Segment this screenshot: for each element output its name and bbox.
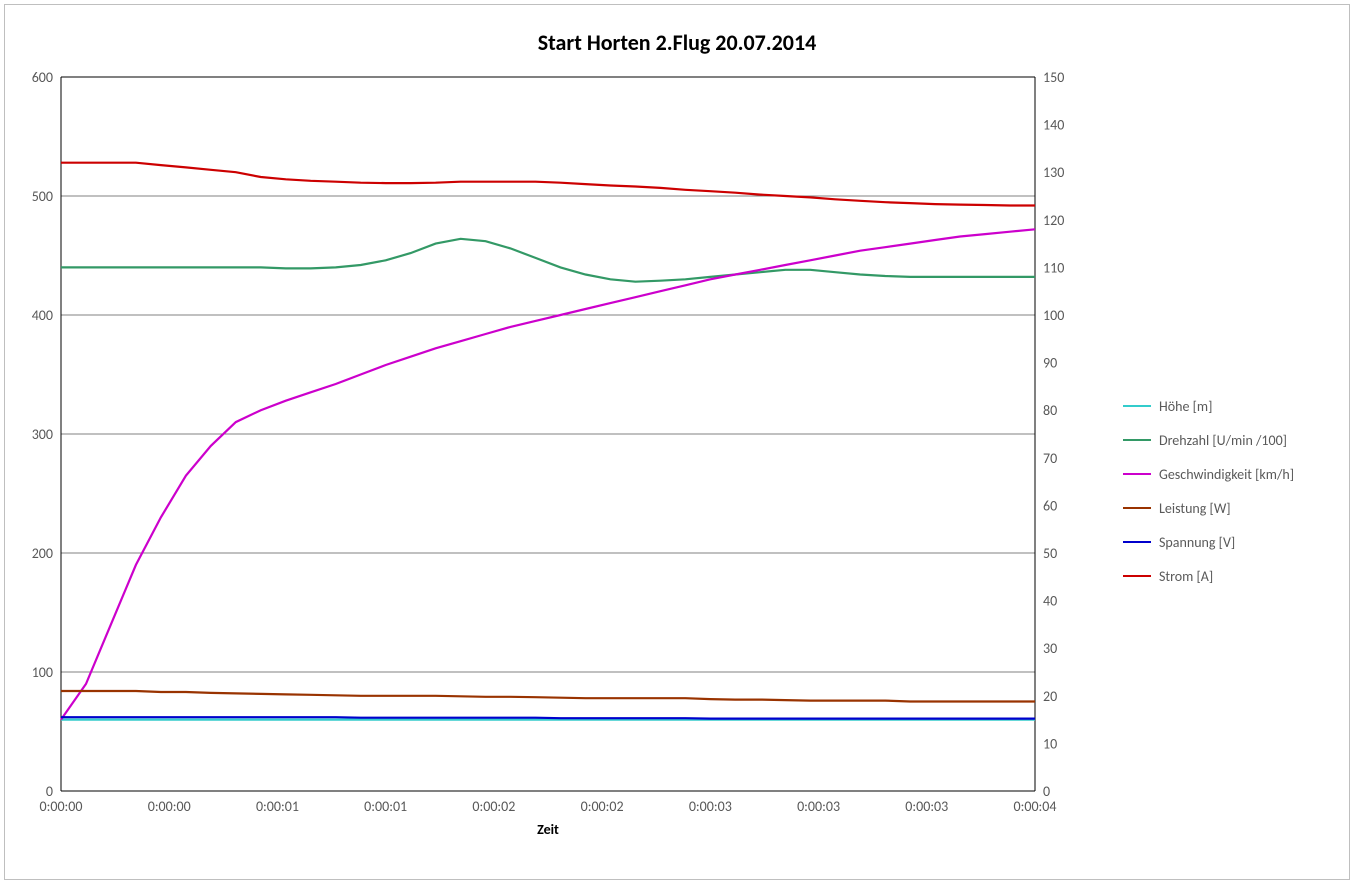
series-line [61, 163, 1035, 206]
svg-text:50: 50 [1043, 545, 1057, 562]
svg-text:0:00:02: 0:00:02 [472, 798, 515, 815]
svg-text:100: 100 [32, 664, 53, 681]
svg-text:90: 90 [1043, 355, 1057, 372]
svg-text:300: 300 [32, 426, 53, 443]
legend-item: Spannung [V] [1123, 525, 1294, 559]
series-line [61, 691, 1035, 702]
legend-label: Geschwindigkeit [km/h] [1159, 466, 1294, 483]
svg-text:0:00:01: 0:00:01 [256, 798, 299, 815]
svg-text:600: 600 [32, 69, 53, 86]
svg-text:10: 10 [1043, 735, 1057, 752]
svg-text:0:00:02: 0:00:02 [581, 798, 624, 815]
series-line [61, 239, 1035, 282]
svg-text:0:00:00: 0:00:00 [148, 798, 191, 815]
svg-text:140: 140 [1043, 117, 1064, 134]
legend-label: Spannung [V] [1159, 534, 1235, 551]
legend-label: Drehzahl [U/min /100] [1159, 432, 1287, 449]
xaxis-title: Zeit [537, 821, 559, 838]
series-line [61, 229, 1035, 719]
svg-text:150: 150 [1043, 69, 1064, 86]
legend-label: Leistung [W] [1159, 500, 1231, 517]
svg-text:130: 130 [1043, 164, 1064, 181]
svg-text:0:00:03: 0:00:03 [797, 798, 840, 815]
legend-item: Geschwindigkeit [km/h] [1123, 457, 1294, 491]
svg-text:40: 40 [1043, 593, 1057, 610]
svg-text:100: 100 [1043, 307, 1064, 324]
legend: Höhe [m] Drehzahl [U/min /100] Geschwindig… [1123, 389, 1294, 593]
svg-text:200: 200 [32, 545, 53, 562]
legend-swatch [1123, 473, 1151, 475]
svg-text:30: 30 [1043, 640, 1057, 657]
svg-text:400: 400 [32, 307, 53, 324]
legend-swatch [1123, 575, 1151, 577]
legend-swatch [1123, 541, 1151, 543]
legend-item: Höhe [m] [1123, 389, 1294, 423]
svg-text:0:00:00: 0:00:00 [40, 798, 83, 815]
svg-text:0:00:04: 0:00:04 [1014, 798, 1057, 815]
svg-text:20: 20 [1043, 688, 1057, 705]
legend-swatch [1123, 439, 1151, 441]
legend-item: Strom [A] [1123, 559, 1294, 593]
legend-label: Strom [A] [1159, 568, 1213, 585]
legend-label: Höhe [m] [1159, 398, 1212, 415]
legend-item: Leistung [W] [1123, 491, 1294, 525]
svg-text:110: 110 [1043, 259, 1064, 276]
svg-text:500: 500 [32, 188, 53, 205]
legend-swatch [1123, 507, 1151, 509]
svg-text:80: 80 [1043, 402, 1057, 419]
legend-item: Drehzahl [U/min /100] [1123, 423, 1294, 457]
svg-text:60: 60 [1043, 497, 1057, 514]
svg-text:70: 70 [1043, 450, 1057, 467]
series-line [61, 717, 1035, 718]
chart-frame: Start Horten 2.Flug 20.07.2014 010020030… [4, 4, 1350, 880]
svg-text:120: 120 [1043, 212, 1064, 229]
legend-swatch [1123, 405, 1151, 407]
svg-text:0:00:01: 0:00:01 [364, 798, 407, 815]
svg-text:0:00:03: 0:00:03 [689, 798, 732, 815]
svg-text:0:00:03: 0:00:03 [905, 798, 948, 815]
